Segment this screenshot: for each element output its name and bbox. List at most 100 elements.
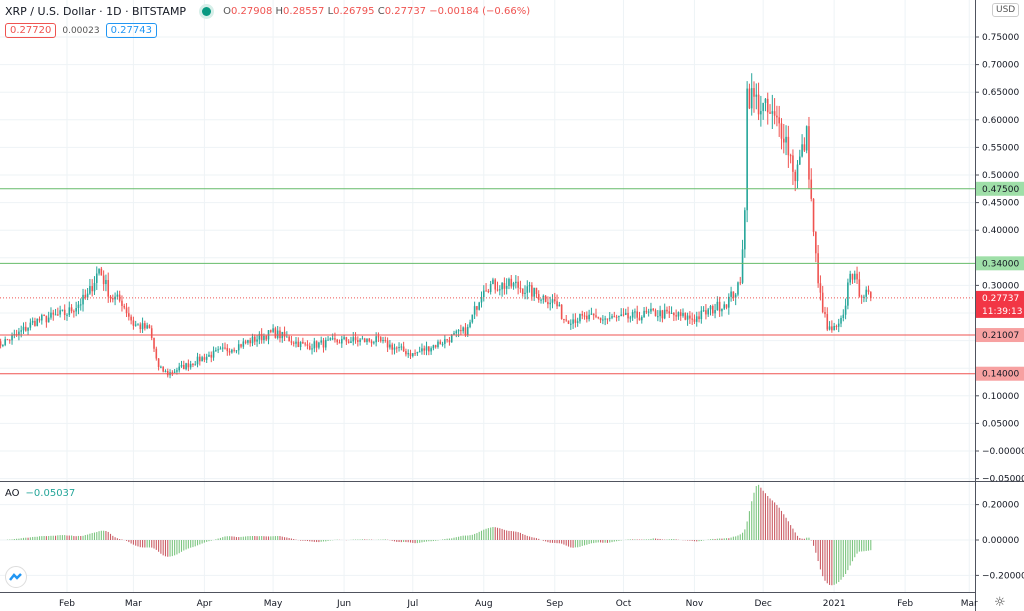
candle-body	[189, 364, 192, 368]
candle-body	[460, 330, 462, 332]
candle-body	[295, 341, 297, 344]
symbol-title[interactable]: XRP / U.S. Dollar · 1D · BITSTAMP	[5, 5, 187, 18]
candle-body	[160, 366, 162, 368]
candle-body	[153, 338, 155, 349]
candle-body	[375, 336, 377, 343]
candle-body	[336, 339, 339, 343]
candle-body	[586, 315, 588, 320]
candle-body	[157, 358, 160, 367]
candle-body	[393, 347, 396, 350]
candle-body	[629, 317, 632, 319]
candle-body	[139, 324, 142, 330]
ao-tick-label: 0.20000	[982, 501, 1019, 511]
candle-body	[29, 322, 32, 328]
candle-body	[817, 253, 819, 284]
candle-body	[606, 318, 609, 320]
candle-body	[693, 319, 696, 322]
candle-body	[123, 305, 126, 308]
candle-body	[63, 309, 66, 315]
candle-body	[31, 320, 34, 323]
candle-body	[331, 338, 334, 340]
candle-body	[705, 310, 707, 315]
candle-body	[835, 326, 838, 328]
candle-body	[382, 339, 384, 342]
candle-body	[741, 249, 744, 283]
candle-body	[361, 338, 364, 340]
candle-body	[128, 313, 130, 317]
time-tick-label: Jun	[336, 599, 351, 609]
candle-body	[334, 338, 336, 340]
candle-body	[792, 155, 794, 172]
buy-button[interactable]: 0.27743	[105, 23, 157, 38]
candle-body	[84, 294, 87, 298]
candle-body	[137, 324, 139, 326]
candle-body	[766, 98, 769, 113]
candle-body	[732, 291, 735, 298]
ao-tick-label: −0.20000	[982, 571, 1024, 581]
candle-body	[86, 293, 89, 298]
candle-body	[359, 339, 361, 342]
price-tick-label: 0.10000	[982, 392, 1019, 402]
candle-body	[107, 279, 110, 297]
candle-body	[54, 314, 57, 316]
candle-body	[176, 370, 178, 372]
candle-body	[148, 325, 151, 329]
candle-body	[634, 311, 636, 313]
candle-body	[8, 339, 11, 341]
market-status-icon	[202, 7, 212, 16]
candle-body	[430, 348, 432, 352]
candle-body	[677, 312, 680, 317]
sell-button[interactable]: 0.27720	[5, 23, 57, 38]
candle-body	[4, 339, 6, 345]
candle-body	[611, 316, 613, 318]
candle-body	[276, 330, 279, 338]
settings-gear-icon[interactable]: ☼	[994, 595, 1006, 610]
candle-body	[341, 338, 343, 344]
candle-body	[450, 334, 453, 343]
candle-body	[487, 290, 490, 292]
candle-body	[588, 314, 590, 320]
ao-legend: AO −0.05037	[5, 488, 75, 499]
level-price-label-bg	[976, 256, 1024, 271]
candle-body	[221, 347, 224, 349]
candle-body	[272, 328, 274, 332]
candle-body	[595, 315, 597, 317]
candle-body	[233, 349, 235, 351]
candle-body	[778, 117, 780, 124]
time-tick-label: Mar	[125, 599, 142, 609]
candle-body	[242, 341, 245, 347]
candle-body	[510, 278, 513, 287]
candle-body	[59, 310, 61, 315]
time-tick-label: Oct	[616, 599, 632, 609]
candle-body	[418, 351, 421, 353]
bar-countdown-label: 11:39:13	[982, 307, 1022, 317]
candle-body	[41, 315, 43, 321]
candle-body	[533, 287, 535, 297]
candle-body	[831, 326, 833, 331]
candle-body	[283, 331, 286, 337]
candle-body	[659, 310, 661, 317]
candle-body	[620, 314, 622, 317]
candle-body	[121, 300, 123, 306]
candle-body	[833, 326, 835, 331]
currency-button[interactable]: USD	[992, 3, 1020, 17]
tradingview-logo-icon[interactable]	[5, 566, 27, 588]
candle-body	[592, 313, 595, 316]
candle-body	[560, 304, 563, 320]
candle-body	[347, 341, 350, 343]
candle-body	[112, 298, 114, 300]
candle-body	[249, 340, 251, 344]
level-price-label: 0.47500	[982, 185, 1019, 195]
candle-body	[329, 338, 332, 340]
candle-body	[661, 310, 664, 319]
candle-body	[34, 320, 36, 326]
candle-body	[400, 346, 403, 348]
candle-body	[679, 312, 682, 316]
candle-body	[373, 342, 375, 344]
candle-body	[821, 292, 824, 313]
candle-body	[776, 115, 778, 118]
candle-body	[444, 339, 446, 344]
candle-body	[357, 340, 359, 342]
candle-body	[402, 346, 405, 352]
